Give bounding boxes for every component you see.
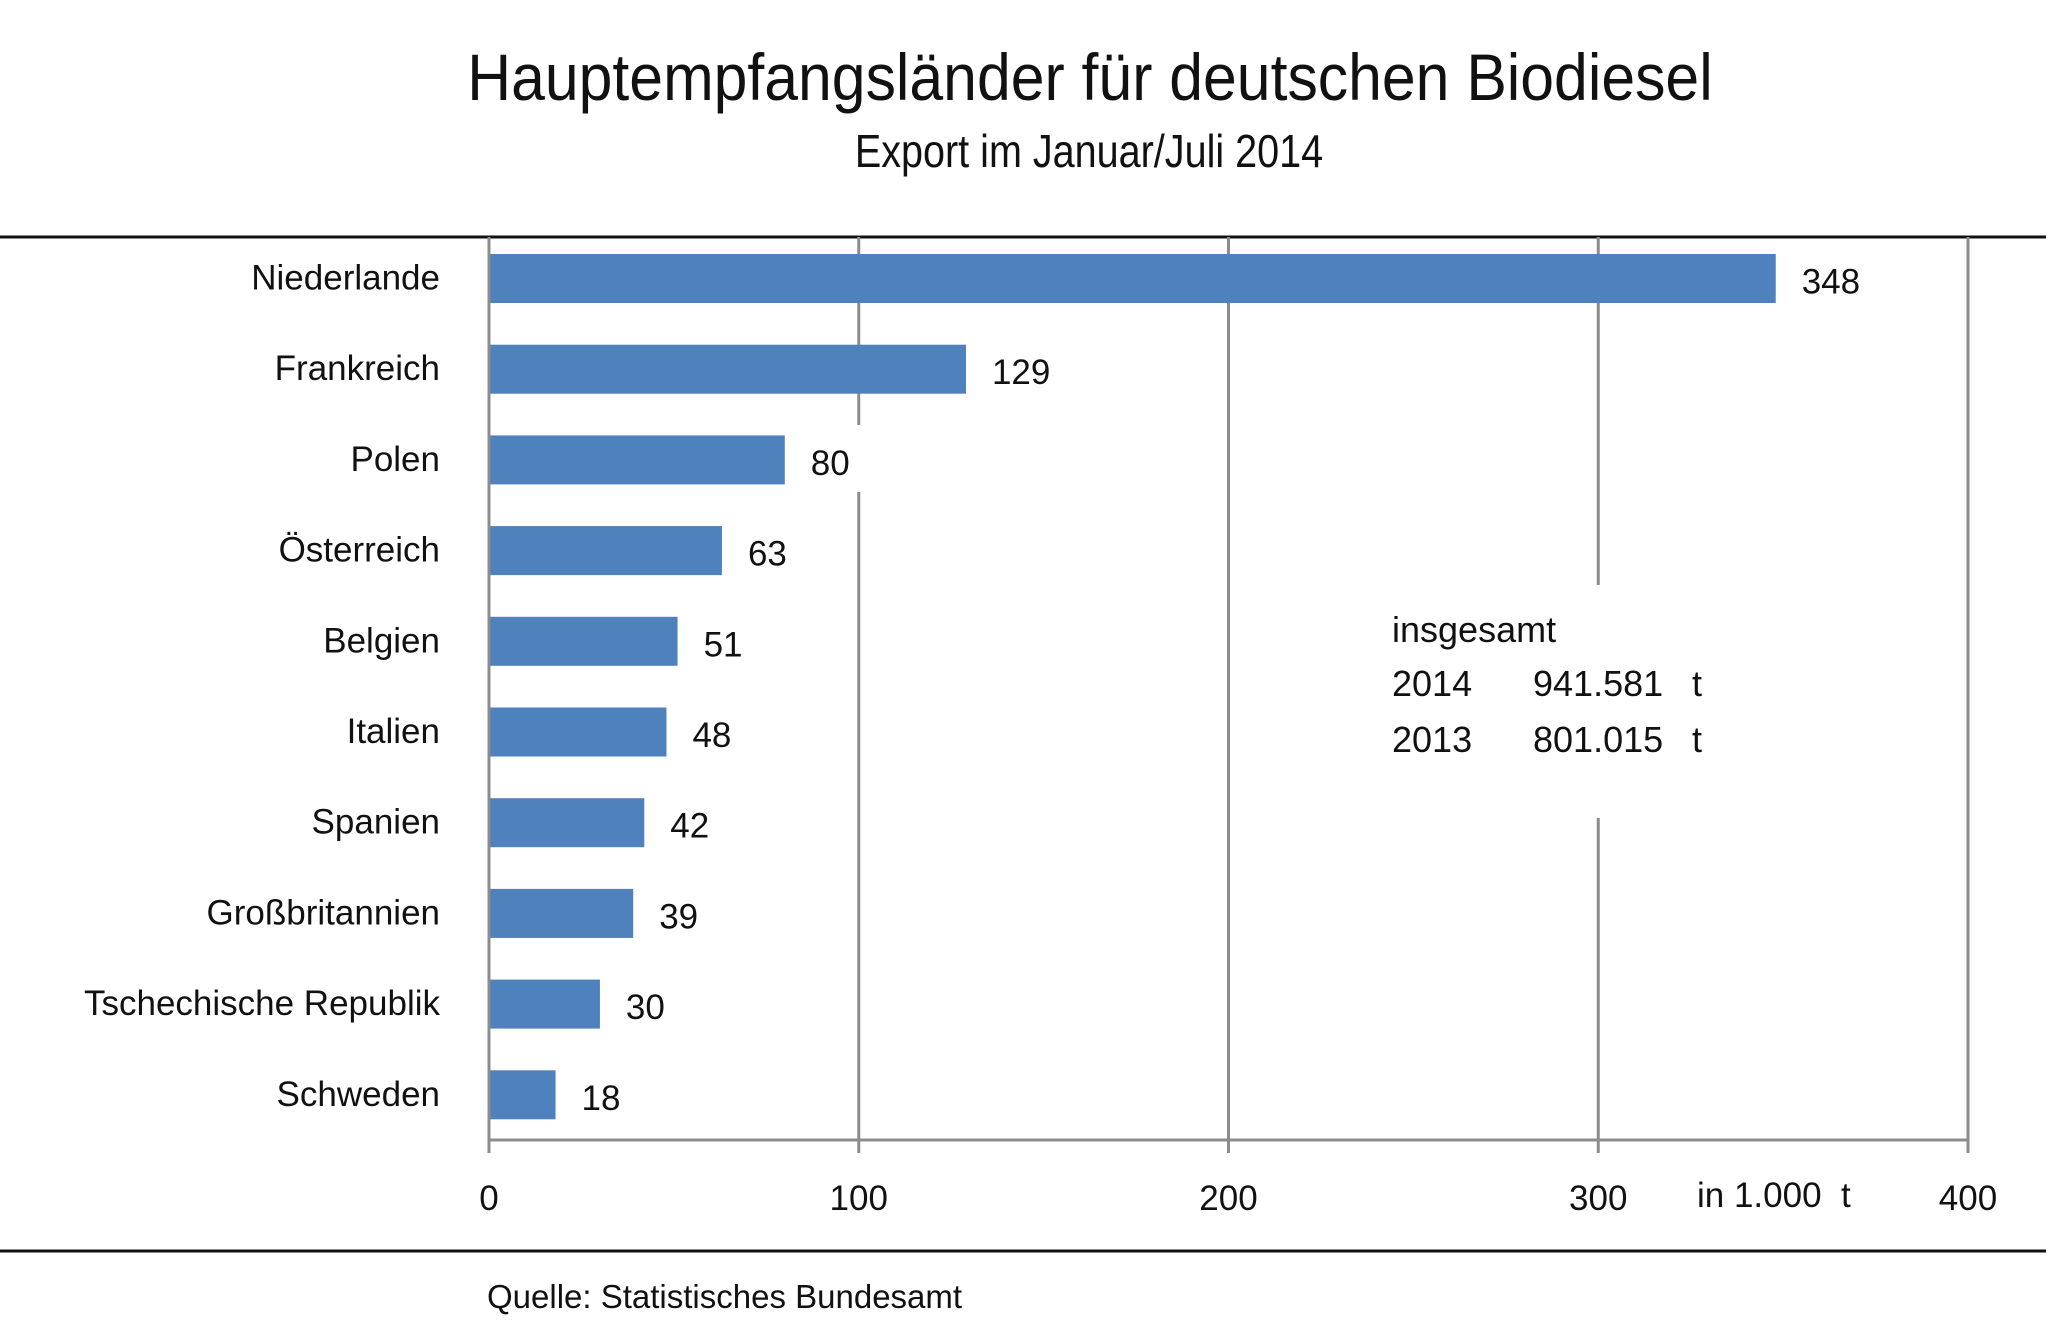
bar-3 <box>490 526 722 576</box>
category-label-9: Schweden <box>277 1075 440 1114</box>
category-label-6: Spanien <box>312 803 440 842</box>
annotation-year-2014: 2014 <box>1392 663 1472 704</box>
x-tick-label-0: 0 <box>479 1179 498 1218</box>
x-tick-label-200: 200 <box>1199 1179 1257 1218</box>
total-annotation: insgesamt 2014 941.581 t 2013 801.015 t <box>1392 609 1702 760</box>
bar-7 <box>490 888 634 938</box>
value-label-8: 30 <box>626 988 665 1027</box>
category-label-5: Italien <box>347 712 440 751</box>
category-label-3: Österreich <box>279 531 440 570</box>
bar-4 <box>490 616 678 666</box>
bar-8 <box>490 979 600 1029</box>
annotation-unit-2014: t <box>1692 663 1702 704</box>
value-label-3: 63 <box>748 535 787 574</box>
annotation-heading: insgesamt <box>1392 609 1556 650</box>
value-label-4: 51 <box>704 625 743 664</box>
category-label-1: Frankreich <box>275 349 440 388</box>
value-label-6: 42 <box>670 807 709 846</box>
source-note: Quelle: Statistisches Bundesamt <box>487 1278 962 1315</box>
annotation-unit-2013: t <box>1692 719 1702 760</box>
value-label-9: 18 <box>582 1079 621 1118</box>
bar-0 <box>490 254 1776 303</box>
x-tick-labels: 0 100 200 300 400 <box>479 1179 1997 1218</box>
value-labels: 348 129 80 63 51 48 42 39 30 18 <box>582 263 1861 1118</box>
value-label-1: 129 <box>992 353 1050 392</box>
x-tick-label-400: 400 <box>1939 1179 1997 1218</box>
category-labels: Niederlande Frankreich Polen Österreich Belg… <box>84 259 441 1114</box>
chart-title: Hauptempfangsländer für deutschen Biodie… <box>467 42 1712 115</box>
x-tick-label-300: 300 <box>1569 1179 1627 1218</box>
bar-5 <box>490 707 667 757</box>
x-axis <box>487 237 1970 1153</box>
bars <box>490 254 1776 1120</box>
bar-2 <box>490 435 785 485</box>
annotation-value-2014: 941.581 <box>1533 663 1663 704</box>
x-tick-label-100: 100 <box>830 1179 888 1218</box>
bar-6 <box>490 798 645 848</box>
value-label-0: 348 <box>1802 263 1860 302</box>
value-label-2: 80 <box>811 444 850 483</box>
value-label-7: 39 <box>659 897 698 936</box>
category-label-2: Polen <box>350 440 440 479</box>
bar-1 <box>490 344 966 394</box>
category-label-8: Tschechische Republik <box>84 984 441 1023</box>
annotation-year-2013: 2013 <box>1392 719 1472 760</box>
category-label-4: Belgien <box>323 621 440 660</box>
chart-subtitle: Export im Januar/Juli 2014 <box>855 126 1323 177</box>
category-label-0: Niederlande <box>251 259 440 298</box>
value-label-5: 48 <box>692 716 731 755</box>
annotation-value-2013: 801.015 <box>1533 719 1663 760</box>
x-axis-unit-label: in 1.000 t <box>1697 1176 1851 1215</box>
bar-9 <box>490 1070 556 1120</box>
category-label-7: Großbritannien <box>207 893 440 932</box>
